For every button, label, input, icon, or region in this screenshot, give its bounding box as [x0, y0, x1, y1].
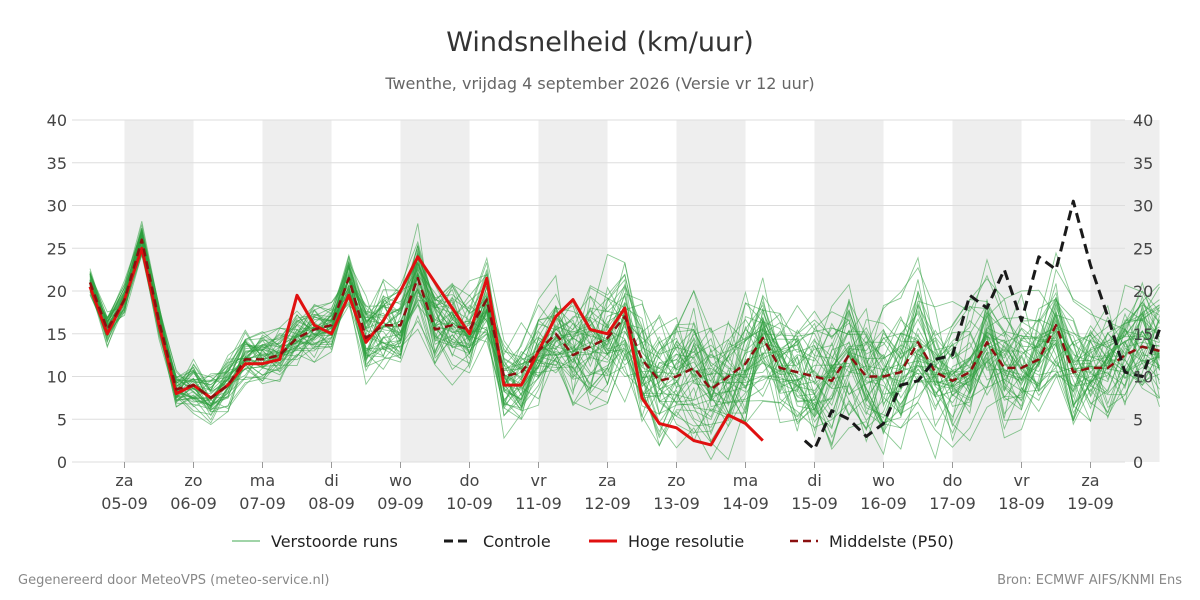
x-tick-day: za	[1081, 471, 1099, 490]
x-tick-date: 08-09	[308, 494, 355, 513]
x-tick-day: wo	[389, 471, 412, 490]
y-tick-label-right: 35	[1133, 154, 1153, 173]
y-tick-label-left: 10	[47, 368, 67, 387]
y-tick-label-left: 5	[57, 410, 67, 429]
legend-label: Middelste (P50)	[829, 532, 954, 551]
x-tick-date: 17-09	[929, 494, 976, 513]
x-tick-date: 05-09	[101, 494, 148, 513]
x-tick-day: za	[115, 471, 133, 490]
x-tick-date: 11-09	[515, 494, 562, 513]
y-tick-label-right: 30	[1133, 197, 1153, 216]
x-tick-date: 14-09	[722, 494, 769, 513]
x-tick-date: 06-09	[170, 494, 217, 513]
x-tick-date: 07-09	[239, 494, 286, 513]
median-line	[88, 238, 1160, 400]
chart-subtitle: Twenthe, vrijdag 4 september 2026 (Versi…	[384, 74, 814, 93]
x-tick-date: 10-09	[446, 494, 493, 513]
x-tick-day: do	[460, 471, 480, 490]
ensemble-run	[89, 236, 1160, 432]
y-tick-label-left: 0	[57, 453, 67, 472]
y-tick-label-right: 10	[1133, 368, 1153, 387]
footer-source: Bron: ECMWF AIFS/KNMI Ens	[997, 573, 1182, 588]
y-tick-label-right: 25	[1133, 239, 1153, 258]
ensemble-run	[89, 239, 1160, 442]
y-tick-label-left: 35	[47, 154, 67, 173]
x-tick-day: di	[807, 471, 822, 490]
x-tick-day: di	[324, 471, 339, 490]
footer-generator: Gegenereerd door MeteoVPS (meteo-service…	[18, 573, 330, 588]
gridlines	[72, 119, 1125, 463]
x-tick-day: zo	[184, 471, 202, 490]
x-tick-day: vr	[530, 471, 546, 490]
ensemble-run	[89, 234, 1160, 447]
legend: Verstoorde runs Controle Hoge resolutie Mid…	[232, 532, 954, 551]
x-tick-date: 15-09	[791, 494, 838, 513]
x-tick-day: za	[598, 471, 616, 490]
x-tick-day: zo	[667, 471, 685, 490]
x-tick-date: 12-09	[584, 494, 631, 513]
x-tick-date: 19-09	[1067, 494, 1114, 513]
x-tick-day: vr	[1013, 471, 1029, 490]
axes: 0 0 5 5 10 10 15 15 20 20 25 25 30 30 35 35 40 40 za 05-09 z…	[47, 111, 1154, 513]
y-tick-label-left: 25	[47, 239, 67, 258]
x-tick-day: ma	[733, 471, 758, 490]
x-tick-day: do	[943, 471, 963, 490]
ensemble-run	[89, 242, 1160, 451]
y-tick-label-right: 5	[1133, 410, 1143, 429]
ensemble-run	[89, 246, 1160, 440]
control-line	[803, 199, 1161, 451]
y-tick-label-right: 40	[1133, 111, 1153, 130]
ensemble-run	[89, 229, 1160, 437]
chart-title: Windsnelheid (km/uur)	[446, 27, 754, 58]
ensemble-run	[89, 236, 1160, 461]
ensemble-run	[89, 239, 1160, 430]
ensemble-run	[89, 239, 1160, 411]
legend-label: Verstoorde runs	[271, 532, 398, 551]
y-tick-label-right: 0	[1133, 453, 1143, 472]
y-tick-label-left: 20	[47, 282, 67, 301]
x-tick-day: wo	[872, 471, 895, 490]
y-tick-label-left: 15	[47, 325, 67, 344]
x-tick-date: 16-09	[860, 494, 907, 513]
x-tick-date: 13-09	[653, 494, 700, 513]
ensemble-runs	[89, 221, 1160, 461]
x-tick-day: ma	[250, 471, 275, 490]
x-tick-date: 09-09	[377, 494, 424, 513]
ensemble-run	[89, 235, 1160, 442]
ensemble-run	[89, 236, 1160, 439]
main-series	[88, 199, 1161, 451]
legend-label: Hoge resolutie	[628, 532, 744, 551]
y-tick-label-left: 30	[47, 197, 67, 216]
y-tick-label-right: 20	[1133, 282, 1153, 301]
y-tick-label-right: 15	[1133, 325, 1153, 344]
x-tick-date: 18-09	[998, 494, 1045, 513]
legend-label: Controle	[483, 532, 551, 551]
y-tick-label-left: 40	[47, 111, 67, 130]
